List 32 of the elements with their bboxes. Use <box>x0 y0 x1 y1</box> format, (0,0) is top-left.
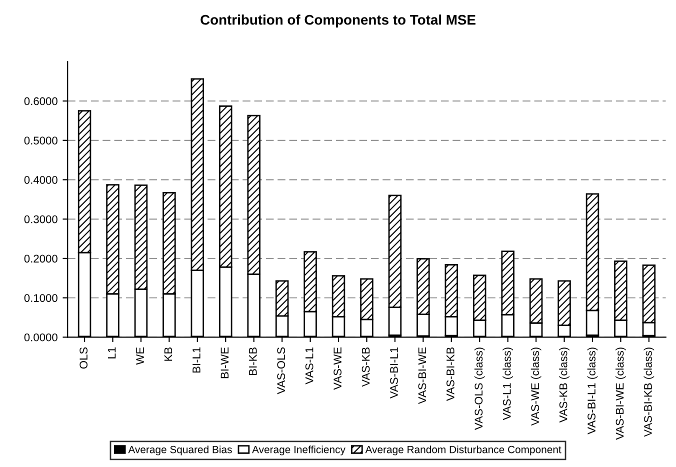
x-tick-label: VAS-BI-L1 (class) <box>587 348 598 434</box>
y-tick-label: 0.1000 <box>24 294 58 302</box>
y-tick-label: 0.5000 <box>24 136 58 144</box>
x-tick-label: L1 <box>108 347 116 358</box>
legend-label: Average Inefficiency <box>252 446 346 456</box>
y-tick-label: 0.0000 <box>24 333 58 342</box>
y-tick-label: 0.2000 <box>24 254 58 263</box>
legend-label: Average Random Disturbance Component <box>365 446 562 456</box>
legend-label: Average Squared Bias <box>128 446 232 456</box>
x-tick-label: VAS-KB (class) <box>559 348 570 423</box>
x-tick-label: KB <box>164 347 172 361</box>
x-tick-label: VAS-KB <box>362 347 370 387</box>
x-tick-label: VAS-L1 <box>305 347 314 384</box>
x-tick-label: VAS-BI-L1 <box>390 347 398 399</box>
y-tick-label: 0.3000 <box>24 215 58 224</box>
x-tick-label: VAS-WE <box>334 347 342 390</box>
x-tick-label: BI-WE <box>220 347 229 378</box>
x-tick-label: VAS-L1 (class) <box>502 348 514 420</box>
y-tick-label: 0.6000 <box>24 97 58 106</box>
chart-title: Contribution of Components to Total MSE <box>200 14 476 28</box>
x-tick-label: VAS-BI-WE (class) <box>616 348 626 440</box>
x-tick-label: BI-KB <box>249 347 257 376</box>
x-tick-label: VAS-BI-KB (class) <box>644 348 654 437</box>
x-tick-label: WE <box>136 347 144 365</box>
x-tick-label: OLS <box>80 347 88 369</box>
x-tick-label: VAS-BI-WE <box>418 347 426 404</box>
x-tick-label: VAS-WE (class) <box>530 348 542 426</box>
x-tick-label: VAS-BI-KB <box>446 347 454 401</box>
x-tick-label: BI-L1 <box>192 347 200 373</box>
y-tick-label: 0.4000 <box>24 176 58 184</box>
x-tick-label: VAS-OLS <box>277 347 286 394</box>
x-tick-label: VAS-OLS (class) <box>474 348 485 430</box>
